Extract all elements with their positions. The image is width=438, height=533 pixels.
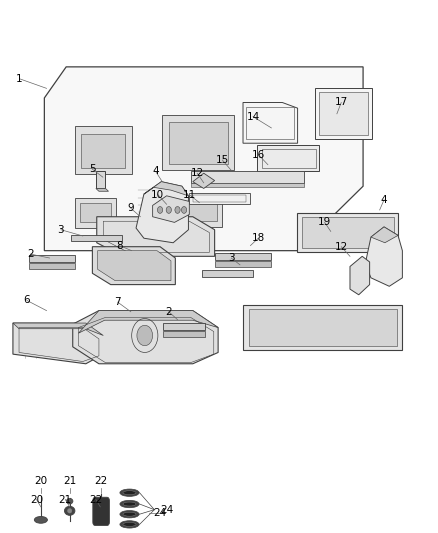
Polygon shape	[191, 172, 304, 183]
Ellipse shape	[67, 508, 72, 513]
Polygon shape	[171, 196, 223, 227]
Text: 11: 11	[183, 190, 196, 200]
Ellipse shape	[123, 491, 136, 495]
Text: 12: 12	[191, 168, 204, 178]
Polygon shape	[136, 182, 188, 243]
Text: 1: 1	[16, 74, 23, 84]
Text: 8: 8	[116, 240, 123, 251]
Ellipse shape	[123, 512, 136, 516]
Polygon shape	[81, 134, 125, 167]
Text: 4: 4	[152, 166, 159, 176]
Polygon shape	[13, 323, 103, 335]
Text: 20: 20	[34, 476, 47, 486]
Text: 21: 21	[63, 476, 76, 486]
Polygon shape	[29, 255, 75, 262]
Polygon shape	[144, 182, 188, 196]
Polygon shape	[78, 311, 218, 333]
Polygon shape	[191, 183, 304, 187]
Text: 5: 5	[89, 164, 95, 174]
Text: 16: 16	[252, 150, 265, 159]
Ellipse shape	[64, 506, 75, 515]
Text: 12: 12	[335, 241, 348, 252]
Circle shape	[157, 207, 162, 213]
Text: 22: 22	[95, 476, 108, 486]
Polygon shape	[29, 263, 75, 269]
FancyBboxPatch shape	[93, 497, 110, 526]
Text: 3: 3	[58, 225, 64, 235]
Polygon shape	[193, 173, 215, 189]
Ellipse shape	[120, 521, 139, 528]
Text: 22: 22	[89, 495, 102, 505]
Polygon shape	[176, 202, 217, 221]
Polygon shape	[152, 196, 189, 222]
Text: 17: 17	[335, 98, 348, 108]
Polygon shape	[302, 217, 394, 248]
Ellipse shape	[120, 500, 139, 508]
Polygon shape	[297, 213, 398, 252]
Polygon shape	[97, 217, 215, 256]
Polygon shape	[162, 115, 234, 171]
Polygon shape	[98, 251, 171, 281]
Text: 14: 14	[247, 111, 260, 122]
Polygon shape	[315, 88, 372, 139]
Circle shape	[181, 207, 187, 213]
Polygon shape	[215, 261, 272, 266]
Polygon shape	[13, 323, 103, 364]
Polygon shape	[80, 203, 111, 222]
Text: 7: 7	[114, 297, 121, 307]
Polygon shape	[75, 198, 117, 228]
Polygon shape	[96, 172, 106, 189]
Polygon shape	[365, 227, 403, 286]
Polygon shape	[243, 102, 297, 143]
Circle shape	[137, 325, 152, 346]
Ellipse shape	[120, 489, 139, 496]
Text: 24: 24	[153, 508, 167, 518]
Text: 24: 24	[160, 505, 173, 515]
Polygon shape	[249, 309, 397, 346]
Text: 19: 19	[318, 217, 331, 228]
Polygon shape	[96, 189, 109, 191]
Ellipse shape	[67, 498, 73, 504]
Text: 20: 20	[30, 495, 43, 505]
Polygon shape	[350, 256, 370, 295]
Polygon shape	[169, 122, 228, 164]
Polygon shape	[71, 235, 122, 241]
Text: 9: 9	[127, 203, 134, 213]
Polygon shape	[319, 92, 368, 135]
Polygon shape	[75, 126, 132, 174]
Polygon shape	[243, 305, 403, 350]
Polygon shape	[44, 67, 363, 251]
Circle shape	[166, 207, 171, 213]
Circle shape	[175, 207, 180, 213]
Ellipse shape	[123, 502, 136, 506]
Polygon shape	[73, 311, 218, 364]
Ellipse shape	[34, 516, 47, 523]
Ellipse shape	[120, 511, 139, 518]
Text: 21: 21	[59, 495, 72, 505]
Polygon shape	[371, 227, 398, 243]
Text: 2: 2	[27, 249, 34, 259]
Text: 15: 15	[216, 155, 229, 165]
Polygon shape	[258, 145, 319, 172]
Text: 10: 10	[151, 190, 164, 200]
Text: 6: 6	[24, 295, 30, 305]
Polygon shape	[189, 193, 250, 204]
Ellipse shape	[123, 522, 136, 527]
Polygon shape	[92, 247, 175, 285]
Text: 4: 4	[381, 195, 387, 205]
Polygon shape	[163, 331, 205, 337]
Text: 2: 2	[166, 307, 172, 317]
Text: 3: 3	[228, 253, 234, 263]
Text: 18: 18	[252, 233, 265, 243]
Polygon shape	[163, 323, 205, 330]
Polygon shape	[202, 270, 253, 277]
Polygon shape	[215, 253, 272, 260]
